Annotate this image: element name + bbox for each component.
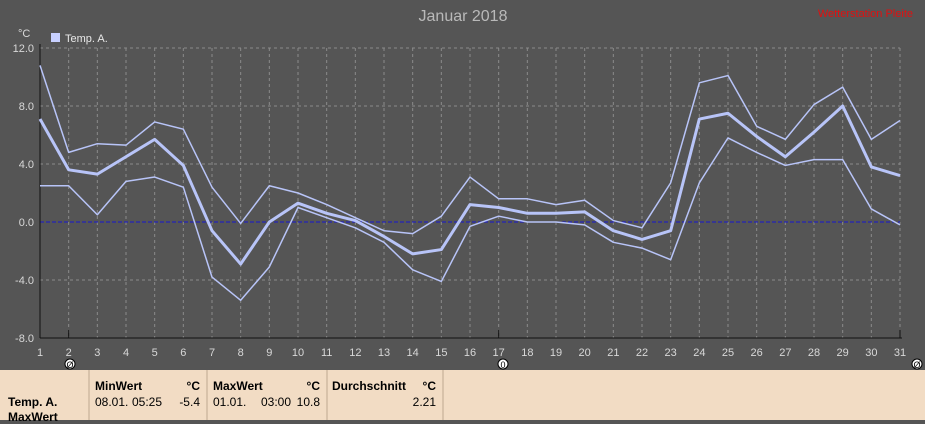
watermark-text: Wetterstation Pleite — [818, 8, 913, 20]
y-axis-unit: °C — [18, 28, 30, 40]
x-tick-label: 17 — [493, 347, 505, 359]
stats-avg-unit: °C — [422, 379, 436, 393]
series-lines — [38, 65, 901, 302]
x-tick-label: 2 — [66, 347, 72, 359]
legend-swatch — [51, 33, 60, 42]
stats-max-head: MaxWert — [213, 379, 263, 393]
y-tick-label: 4.0 — [19, 159, 34, 171]
marker-c-icon[interactable] — [911, 358, 923, 370]
x-tick-label: 15 — [435, 347, 447, 359]
stats-max-value: 10.8 — [296, 395, 320, 409]
x-tick-label: 1 — [37, 347, 43, 359]
x-tick-label: 18 — [521, 347, 533, 359]
marker-b-icon[interactable] — [497, 358, 509, 370]
legend-label: Temp. A. — [65, 33, 108, 45]
x-tick-label: 23 — [665, 347, 677, 359]
x-tick-label: 19 — [550, 347, 562, 359]
x-tick-label: 7 — [209, 347, 215, 359]
stats-min-time: 05:25 — [132, 395, 163, 409]
stats-avg-value: 2.21 — [412, 395, 436, 409]
stats-min-head: MinWert — [95, 379, 143, 393]
axes — [39, 44, 902, 339]
tick-labels: 12.08.04.00.0-4.0-8.01 2 3 4 5 6 7 8 9 10 11 12 13 14… — [13, 43, 907, 359]
x-tick-label: 5 — [152, 347, 158, 359]
y-tick-label: 8.0 — [19, 101, 34, 113]
marker-a-icon[interactable] — [64, 358, 76, 370]
x-tick-label: 26 — [751, 347, 763, 359]
x-tick-label: 8 — [238, 347, 244, 359]
stats-min-date: 08.01. — [95, 395, 129, 409]
temperature-chart: Januar 2018 Wetterstation Pleite °C Temp… — [13, 8, 923, 370]
x-tick-label: 9 — [266, 347, 272, 359]
x-tick-label: 21 — [607, 347, 619, 359]
series-line-avg — [38, 104, 901, 266]
stats-max-unit: °C — [306, 379, 320, 393]
x-tick-label: 24 — [693, 347, 705, 359]
x-tick-label: 6 — [180, 347, 186, 359]
y-tick-label: -4.0 — [15, 275, 34, 287]
stats-max-column: MaxWert °C 01.01. 03:00 10.8 — [206, 370, 326, 420]
x-tick-label: 11 — [321, 347, 332, 359]
x-tick-label: 13 — [378, 347, 390, 359]
stats-avg-head: Durchschnitt — [332, 379, 407, 393]
x-tick-label: 3 — [94, 347, 100, 359]
y-tick-label: -8.0 — [15, 333, 34, 345]
x-tick-label: 27 — [779, 347, 791, 359]
stats-avg-column: Durchschnitt °C 2.21 — [326, 370, 444, 420]
y-tick-label: 0.0 — [19, 217, 34, 229]
series-line-min — [40, 137, 901, 302]
x-tick-label: 16 — [464, 347, 476, 359]
x-tick-label: 30 — [865, 347, 877, 359]
stats-row-label-2: MaxWert — [8, 410, 58, 424]
stats-min-value: -5.4 — [179, 395, 200, 409]
x-tick-label: 14 — [407, 347, 419, 359]
x-tick-label: 31 — [894, 347, 906, 359]
stats-row-label: Temp. A. — [8, 395, 58, 409]
series-line-max — [39, 65, 901, 235]
x-tick-label: 25 — [722, 347, 734, 359]
stats-min-column: MinWert °C 08.01. 05:25 -5.4 — [88, 370, 206, 420]
marker-c-glyph: Ø — [913, 360, 920, 370]
x-tick-label: 29 — [837, 347, 849, 359]
axis-markers: Ø 0 Ø — [64, 358, 923, 370]
x-tick-label: 28 — [808, 347, 820, 359]
marker-a-glyph: Ø — [66, 360, 73, 370]
x-tick-label: 12 — [349, 347, 361, 359]
x-tick-label: 10 — [292, 347, 304, 359]
stats-max-time: 03:00 — [261, 395, 292, 409]
chart-area: Januar 2018 Wetterstation Pleite °C Temp… — [12, 8, 923, 370]
grid-lines — [40, 47, 901, 339]
x-tick-label: 22 — [636, 347, 648, 359]
statistics-panel: Temp. A. MaxWert MinWert °C 08.01. 05:25… — [0, 370, 925, 424]
marker-b-glyph: 0 — [500, 360, 505, 370]
y-tick-label: 12.0 — [13, 43, 34, 55]
stats-min-unit: °C — [186, 379, 200, 393]
x-tick-label: 4 — [123, 347, 129, 359]
x-tick-label: 20 — [579, 347, 591, 359]
stats-max-date: 01.01. — [213, 395, 247, 409]
chart-title: Januar 2018 — [419, 8, 508, 25]
